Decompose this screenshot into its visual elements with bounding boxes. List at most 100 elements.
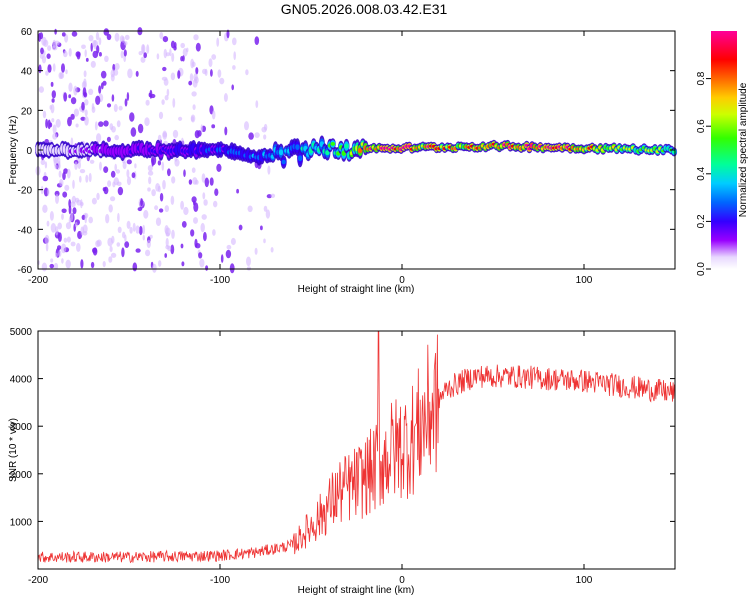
- noise-speckle: [180, 200, 185, 210]
- noise-speckle: [98, 85, 102, 94]
- noise-speckle: [129, 112, 135, 122]
- noise-speckle: [106, 103, 112, 108]
- noise-speckle: [95, 95, 101, 106]
- noise-speckle: [163, 48, 167, 59]
- noise-speckle: [254, 132, 260, 139]
- noise-speckle: [193, 202, 199, 213]
- noise-speckle: [193, 34, 199, 41]
- noise-speckle: [172, 98, 176, 108]
- snr-y-label: SNR (10 * v/v): [8, 418, 19, 482]
- noise-speckle: [166, 88, 170, 97]
- noise-speckle: [110, 252, 117, 258]
- noise-speckle: [263, 134, 267, 140]
- noise-speckle: [42, 175, 49, 182]
- noise-speckle: [183, 206, 189, 216]
- noise-speckle: [129, 226, 133, 234]
- noise-speckle: [230, 237, 236, 246]
- noise-speckle: [102, 80, 107, 86]
- noise-speckle: [63, 50, 68, 58]
- noise-speckle: [63, 92, 68, 102]
- noise-speckle: [170, 195, 175, 205]
- noise-speckle: [89, 159, 95, 164]
- noise-speckle: [204, 68, 208, 76]
- noise-speckle: [84, 49, 87, 58]
- noise-speckle: [44, 139, 49, 144]
- noise-speckle: [47, 188, 50, 196]
- noise-speckle: [91, 197, 97, 205]
- noise-speckle: [142, 234, 145, 241]
- noise-speckle: [117, 226, 122, 233]
- noise-speckle: [70, 137, 74, 147]
- noise-speckle: [139, 225, 143, 236]
- noise-speckle: [63, 237, 68, 243]
- noise-speckle: [75, 197, 80, 203]
- noise-speckle: [114, 134, 119, 141]
- noise-speckle: [57, 245, 62, 251]
- noise-speckle: [114, 32, 120, 42]
- noise-speckle: [114, 63, 120, 70]
- colorbar-label: Normalized spectral amplitude: [738, 82, 749, 217]
- band-core: [330, 142, 335, 146]
- noise-speckle: [165, 227, 171, 237]
- noise-speckle: [232, 37, 237, 46]
- noise-speckle: [116, 242, 121, 247]
- noise-speckle: [96, 133, 102, 143]
- y-tick-label: 2000: [10, 470, 33, 481]
- noise-speckle: [66, 236, 71, 243]
- noise-speckle: [142, 44, 145, 54]
- noise-speckle: [211, 54, 217, 60]
- noise-speckle: [134, 163, 137, 169]
- noise-speckle: [72, 179, 75, 189]
- noise-speckle: [226, 244, 232, 250]
- colorbar-tick-label: 0.6: [696, 119, 707, 133]
- noise-speckle: [191, 61, 196, 68]
- noise-speckle: [80, 202, 84, 206]
- x-tick-label: 100: [576, 275, 593, 286]
- y-tick-label: -60: [18, 265, 33, 276]
- noise-speckle: [246, 256, 251, 267]
- x-tick-label: 0: [399, 275, 405, 286]
- noise-speckle: [68, 217, 72, 224]
- noise-speckle: [188, 80, 193, 86]
- noise-speckle: [177, 70, 181, 79]
- noise-speckle: [126, 176, 132, 186]
- noise-speckle: [88, 88, 94, 96]
- noise-speckle: [114, 163, 117, 172]
- noise-speckle: [236, 188, 240, 194]
- noise-speckle: [58, 250, 62, 257]
- noise-speckle: [47, 64, 52, 73]
- noise-speckle: [57, 222, 62, 230]
- noise-speckle: [90, 42, 93, 52]
- noise-speckle: [70, 97, 77, 105]
- noise-speckle: [99, 161, 102, 171]
- noise-speckle: [261, 126, 267, 133]
- noise-speckle: [52, 63, 56, 72]
- noise-speckle: [147, 165, 153, 172]
- noise-speckle: [79, 175, 82, 183]
- noise-speckle: [88, 172, 92, 183]
- figure-title: GN05.2026.008.03.42.E31: [281, 1, 448, 17]
- noise-speckle: [233, 51, 236, 60]
- noise-speckle: [147, 170, 154, 176]
- noise-speckle: [171, 229, 175, 239]
- noise-speckle: [170, 72, 176, 81]
- noise-speckle: [201, 173, 206, 183]
- noise-speckle: [195, 243, 201, 249]
- noise-speckle: [79, 169, 86, 174]
- noise-speckle: [117, 212, 120, 223]
- noise-speckle: [205, 265, 209, 271]
- noise-speckle: [192, 104, 196, 110]
- noise-speckle: [50, 104, 55, 114]
- noise-speckle: [95, 32, 100, 41]
- noise-speckle: [50, 223, 57, 233]
- noise-speckle: [140, 56, 146, 63]
- noise-speckle: [57, 232, 62, 243]
- noise-speckle: [98, 37, 102, 46]
- noise-speckle: [51, 90, 56, 99]
- noise-speckle: [200, 222, 205, 233]
- noise-speckle: [162, 179, 166, 190]
- y-tick-label: 1000: [10, 517, 33, 528]
- noise-speckle: [211, 110, 216, 120]
- noise-speckle: [71, 31, 78, 37]
- noise-speckle: [46, 220, 50, 227]
